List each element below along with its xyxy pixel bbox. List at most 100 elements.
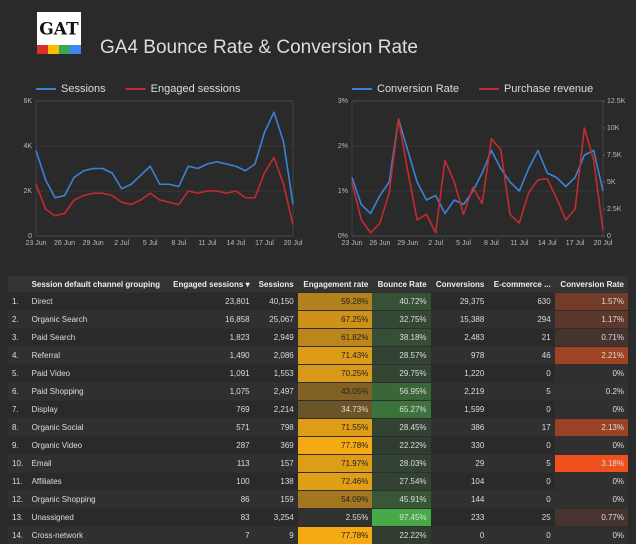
legend-label: Purchase revenue [504, 83, 593, 95]
table-cell: 2,086 [254, 347, 298, 365]
header-cell [8, 276, 28, 293]
table-cell: 71.43% [298, 347, 373, 365]
table-cell: 65.27% [372, 401, 430, 419]
table-cell: 330 [431, 437, 489, 455]
table-cell: 0 [488, 401, 554, 419]
table-cell: 3,254 [254, 509, 298, 527]
table-cell: 7 [167, 527, 253, 544]
logo: GAT [39, 20, 79, 40]
y-tick-label: 3% [338, 98, 348, 105]
table-cell: 0.2% [555, 383, 628, 401]
y2-tick-label: 7.5K [607, 152, 622, 159]
table-cell: 0% [555, 473, 628, 491]
logo-stripe [48, 45, 59, 54]
x-tick-label: 8 Jul [171, 240, 186, 247]
table-cell: 46 [488, 347, 554, 365]
table-cell: 9 [254, 527, 298, 544]
table-cell: 54.09% [298, 491, 373, 509]
table-cell: 294 [488, 311, 554, 329]
table-cell: 59.28% [298, 293, 373, 311]
table-cell: 7. [8, 401, 28, 419]
x-tick-label: 23 Jun [25, 240, 46, 247]
table-cell: 13. [8, 509, 28, 527]
table-cell: 144 [431, 491, 489, 509]
table-cell: 27.54% [372, 473, 430, 491]
header-cell: E-commerce ... [488, 276, 554, 293]
table-cell: 3. [8, 329, 28, 347]
table-cell: 25,067 [254, 311, 298, 329]
table-cell: 1,553 [254, 365, 298, 383]
x-tick-label: 14 Jul [538, 240, 557, 247]
table-cell: 2. [8, 311, 28, 329]
legend-label: Conversion Rate [377, 83, 459, 95]
y-tick-label: 6K [23, 98, 32, 105]
table-cell: 0 [488, 491, 554, 509]
x-tick-label: 17 Jul [255, 240, 274, 247]
table-cell: Organic Shopping [28, 491, 168, 509]
table-cell: 2.55% [298, 509, 373, 527]
table-cell: 369 [254, 437, 298, 455]
x-tick-label: 5 Jul [456, 240, 471, 247]
table-cell: 0 [488, 365, 554, 383]
table-cell: 2.21% [555, 347, 628, 365]
table-cell: 2,497 [254, 383, 298, 401]
y-tick-label: 1% [338, 188, 348, 195]
table-cell: 769 [167, 401, 253, 419]
x-tick-label: 2 Jul [428, 240, 443, 247]
table-cell: 28.45% [372, 419, 430, 437]
y-tick-label: 0 [28, 233, 32, 240]
table-cell: 70.25% [298, 365, 373, 383]
y-tick-label: 0% [338, 233, 348, 240]
table-cell: 798 [254, 419, 298, 437]
header-cell: Bounce Rate [372, 276, 430, 293]
table-cell: 571 [167, 419, 253, 437]
logo-stripe [37, 45, 48, 54]
table-cell: Organic Social [28, 419, 168, 437]
table-cell: 17 [488, 419, 554, 437]
table-cell: 43.05% [298, 383, 373, 401]
table-cell: Cross-network [28, 527, 168, 544]
table-cell: 1,599 [431, 401, 489, 419]
x-tick-label: 11 Jul [198, 240, 217, 247]
y-tick-label: 2% [338, 143, 348, 150]
table-cell: 1,091 [167, 365, 253, 383]
y-tick-label: 4K [23, 143, 32, 150]
table-cell: Paid Search [28, 329, 168, 347]
table-cell: 45.91% [372, 491, 430, 509]
table-cell: 29,375 [431, 293, 489, 311]
header-cell: Engagement rate [298, 276, 373, 293]
table-cell: 630 [488, 293, 554, 311]
legend-label: Sessions [61, 83, 106, 95]
table-cell: 287 [167, 437, 253, 455]
table-cell: 11. [8, 473, 28, 491]
table-cell: 5. [8, 365, 28, 383]
header-cell: Engaged sessions ▾ [167, 276, 253, 293]
table-cell: 34.73% [298, 401, 373, 419]
table-cell: 233 [431, 509, 489, 527]
table-cell: Direct [28, 293, 168, 311]
x-tick-label: 14 Jul [227, 240, 246, 247]
legend-label: Engaged sessions [151, 83, 241, 95]
table-cell: 25 [488, 509, 554, 527]
header-cell: Session default channel grouping [28, 276, 168, 293]
logo-stripe [59, 45, 70, 54]
table-cell: 71.97% [298, 455, 373, 473]
logo-stripe [70, 45, 81, 54]
table-cell: 100 [167, 473, 253, 491]
table-cell: 3.18% [555, 455, 628, 473]
table-cell: 0% [555, 437, 628, 455]
table-cell: 159 [254, 491, 298, 509]
table-cell: 38.18% [372, 329, 430, 347]
table-cell: Organic Search [28, 311, 168, 329]
table-cell: 386 [431, 419, 489, 437]
table-cell: 113 [167, 455, 253, 473]
table-cell: 0% [555, 401, 628, 419]
